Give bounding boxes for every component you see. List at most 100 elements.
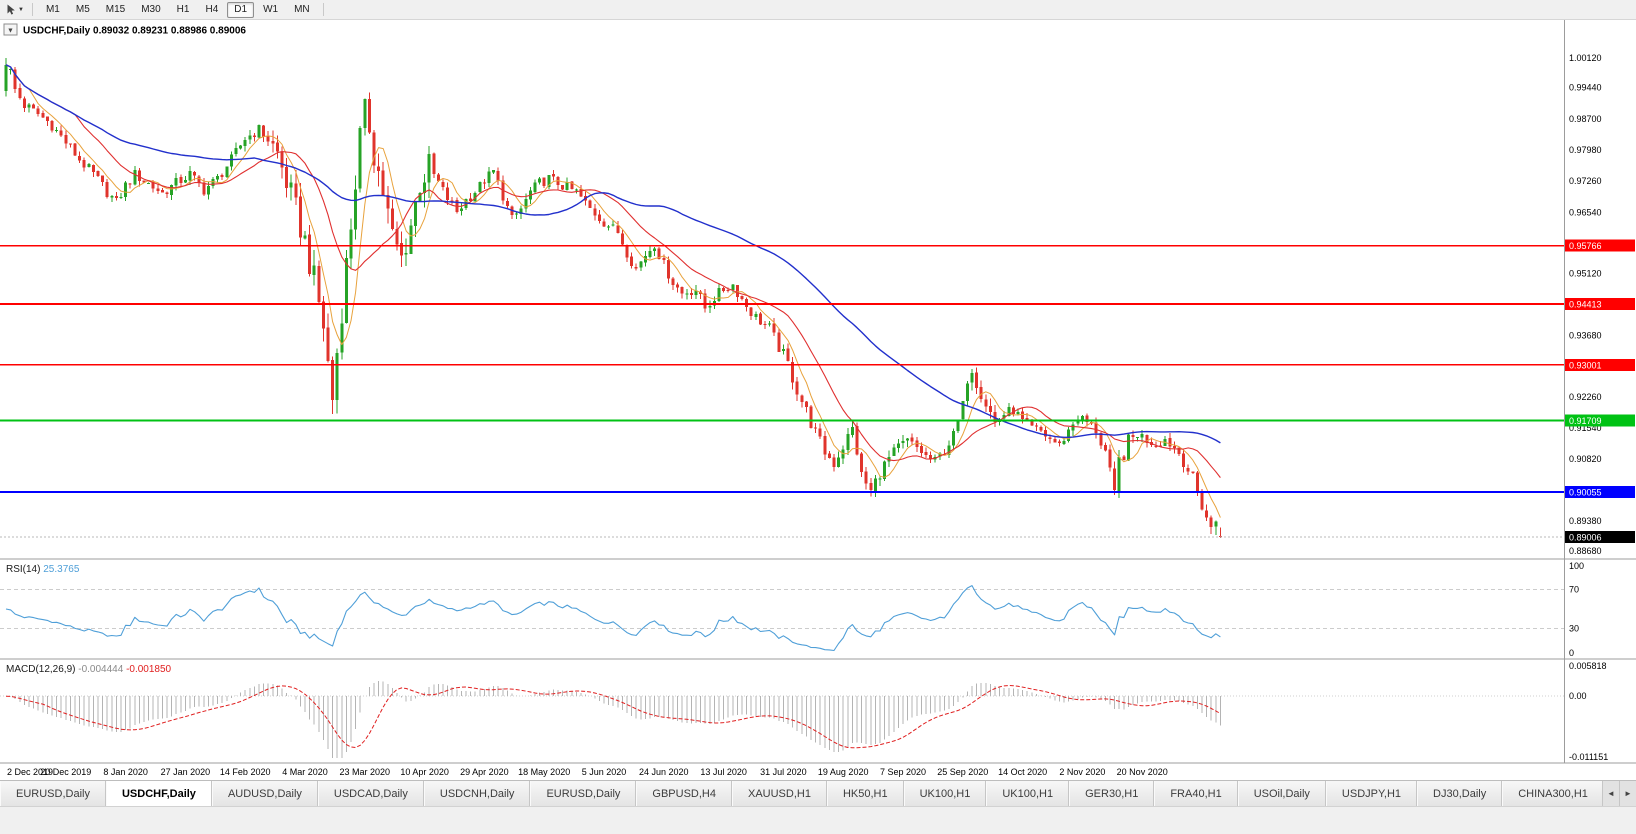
chart-tab-13[interactable]: USOil,Daily	[1237, 781, 1326, 806]
date-axis-label: 4 Mar 2020	[282, 767, 328, 777]
svg-text:0.89006: 0.89006	[1569, 533, 1602, 543]
date-axis-label: 25 Sep 2020	[937, 767, 988, 777]
chart-tabs: EURUSD,Daily USDCHF,Daily AUDUSD,Daily USDC…	[0, 781, 1602, 806]
chart-title: USDCHF,Daily 0.89032 0.89231 0.88986 0.8…	[23, 26, 246, 37]
date-axis-label: 5 Jun 2020	[582, 767, 627, 777]
chart-tab-6[interactable]: GBPUSD,H4	[636, 781, 732, 806]
chart-tab-8[interactable]: HK50,H1	[826, 781, 904, 806]
date-axis-label: 23 Mar 2020	[340, 767, 391, 777]
price-axis-label: 0.95120	[1569, 269, 1602, 279]
price-axis-label: 0.97260	[1569, 176, 1602, 186]
date-axis-label: 24 Jun 2020	[639, 767, 689, 777]
macd-histogram	[10, 680, 1221, 758]
timeframe-group: M1 M5 M15 M30 H1 H4 D1 W1 MN	[38, 1, 318, 18]
date-axis-label: 18 May 2020	[518, 767, 570, 777]
ohlc-toggle-button[interactable]: ▼	[3, 23, 18, 36]
chart-tab-10[interactable]: UK100,H1	[986, 781, 1070, 806]
tab-scroll-group: ◄ ►	[1602, 781, 1636, 806]
price-axis-label: 0.89380	[1569, 516, 1602, 526]
date-axis-label: 14 Feb 2020	[220, 767, 271, 777]
date-axis-label: 14 Oct 2020	[998, 767, 1047, 777]
pane-separators	[0, 20, 1636, 764]
date-axis-label: 31 Jul 2020	[760, 767, 807, 777]
svg-text:▼: ▼	[7, 28, 14, 35]
price-axis-label: 0.88680	[1569, 546, 1602, 556]
svg-text:0.91709: 0.91709	[1569, 416, 1602, 426]
ma-55-line	[5, 64, 1221, 444]
date-axis-label: 7 Sep 2020	[880, 767, 926, 777]
rsi-axis-label: 0	[1569, 648, 1574, 658]
price-axis-label: 1.00120	[1569, 53, 1602, 63]
price-axis-label: 0.96540	[1569, 207, 1602, 217]
price-axis-label: 0.93680	[1569, 331, 1602, 341]
price-axis-label: 0.98700	[1569, 114, 1602, 124]
chart-tab-11[interactable]: GER30,H1	[1069, 781, 1155, 806]
chart-tab-0[interactable]: EURUSD,Daily	[0, 781, 106, 806]
date-axis-label: 20 Dec 2019	[40, 767, 91, 777]
svg-text:0.93001: 0.93001	[1569, 360, 1602, 370]
tabs-scroll-left-button[interactable]: ◄	[1602, 781, 1619, 806]
chart-tab-7[interactable]: XAUUSD,H1	[731, 781, 827, 806]
chart-background	[0, 20, 1636, 780]
rsi-line	[5, 585, 1221, 652]
date-axis-label: 27 Jan 2020	[161, 767, 211, 777]
chart-tab-12[interactable]: FRA40,H1	[1154, 781, 1238, 806]
chart-tab-5[interactable]: EURUSD,Daily	[530, 781, 637, 806]
current-price-badge: 0.89006	[1565, 531, 1635, 543]
status-bar	[0, 806, 1636, 834]
timeframe-button-w1[interactable]: W1	[263, 3, 279, 15]
chart-tab-bar: EURUSD,Daily USDCHF,Daily AUDUSD,Daily USDC…	[0, 780, 1636, 806]
timeframe-button-d1[interactable]: D1	[227, 1, 255, 18]
timeframe-button-m1[interactable]: M1	[45, 3, 60, 15]
svg-text:0.95766: 0.95766	[1569, 241, 1602, 251]
chart-tab-4[interactable]: USDCNH,Daily	[423, 781, 531, 806]
level-price-badge: 0.90055	[1565, 485, 1635, 498]
ma-16-line	[5, 64, 1221, 478]
timeframe-button-h1[interactable]: H1	[176, 3, 190, 15]
svg-text:0.94413: 0.94413	[1569, 300, 1602, 310]
price-axis-label: 0.92260	[1569, 392, 1602, 402]
timeframe-button-m5[interactable]: M5	[75, 3, 90, 15]
chart-tab-16[interactable]: CHINA300,H1	[1502, 781, 1602, 806]
macd-axis-top: 0.005818	[1569, 661, 1607, 671]
level-price-badge: 0.94413	[1565, 298, 1635, 310]
price-axis-label: 0.97980	[1569, 145, 1602, 155]
macd-label: MACD(12,26,9) -0.004444 -0.001850	[6, 664, 172, 675]
date-axis-label: 29 Apr 2020	[460, 767, 509, 777]
chart-tab-9[interactable]: UK100,H1	[903, 781, 987, 806]
toolbar-separator	[322, 3, 324, 16]
macd-axis-zero: 0.00	[1569, 691, 1587, 701]
macd-axis-bottom: -0.011151	[1569, 752, 1608, 762]
chart-tab-2[interactable]: AUDUSD,Daily	[211, 781, 318, 806]
timeframe-button-m30[interactable]: M30	[141, 3, 161, 15]
tabs-scroll-right-button[interactable]: ►	[1619, 781, 1636, 806]
price-chart-canvas[interactable]: 1.00120 0.99440 0.98700 0.97980 0.97260 0.965…	[0, 20, 1636, 780]
svg-text:0.90055: 0.90055	[1569, 487, 1602, 497]
timeframe-button-m15[interactable]: M15	[105, 3, 126, 15]
date-axis-label: 20 Nov 2020	[1117, 767, 1168, 777]
chart-tab-3[interactable]: USDCAD,Daily	[317, 781, 424, 806]
rsi-axis-label: 30	[1569, 624, 1579, 634]
rsi-axis-label: 100	[1569, 561, 1584, 571]
price-axis-label: 0.99440	[1569, 82, 1602, 92]
level-price-badge: 0.93001	[1565, 358, 1635, 371]
level-price-badge: 0.91709	[1565, 414, 1635, 427]
chart-tab-1[interactable]: USDCHF,Daily	[105, 781, 212, 806]
level-price-badge: 0.95766	[1565, 239, 1635, 252]
timeframe-button-mn[interactable]: MN	[294, 3, 310, 15]
macd-signal-line	[5, 685, 1221, 749]
cursor-icon	[7, 4, 15, 15]
chart-tab-14[interactable]: USDJPY,H1	[1325, 781, 1418, 806]
toolbar-separator	[31, 3, 33, 16]
dropdown-caret-icon: ▼	[18, 6, 24, 13]
date-axis-label: 13 Jul 2020	[700, 767, 747, 777]
cursor-tool-button[interactable]: ▼	[3, 3, 27, 16]
chart-tab-15[interactable]: DJ30,Daily	[1417, 781, 1503, 806]
date-axis-label: 19 Aug 2020	[818, 767, 869, 777]
timeframe-button-h4[interactable]: H4	[205, 3, 219, 15]
rsi-label: RSI(14) 25.3765	[6, 564, 80, 575]
rsi-axis-label: 70	[1569, 584, 1579, 594]
price-axis-label: 0.91540	[1569, 423, 1602, 433]
chart-area[interactable]: 1.00120 0.99440 0.98700 0.97980 0.97260 0.965…	[0, 20, 1636, 780]
timeframe-toolbar: ▼ M1 M5 M15 M30 H1 H4 D1 W1 MN	[0, 0, 1636, 20]
